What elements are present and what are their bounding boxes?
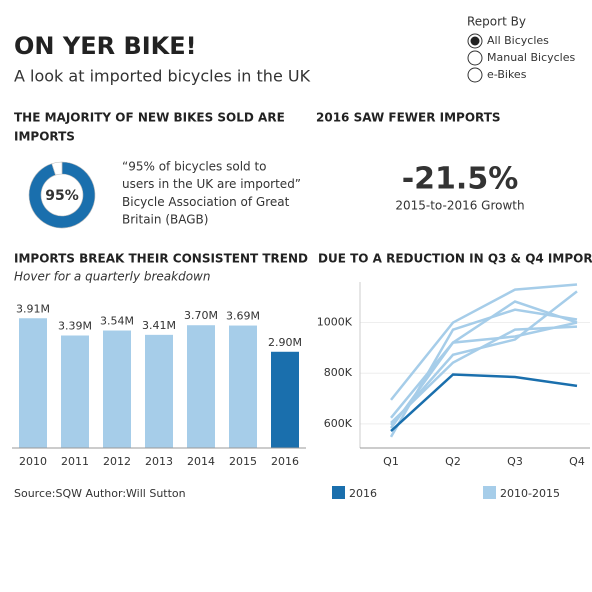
value-label: 3.69M: [226, 310, 260, 323]
y-tick-label: 800K: [324, 366, 353, 379]
x-tick-label: 2011: [61, 455, 89, 468]
value-label: 3.39M: [58, 320, 92, 333]
y-tick-label: 1000K: [317, 316, 353, 329]
quote-line: “95% of bicycles sold to: [122, 160, 267, 174]
subtitle: A look at imported bicycles in the UK: [14, 67, 311, 86]
bar[interactable]: [19, 318, 47, 448]
line-series[interactable]: [390, 325, 578, 424]
quote-line: Bicycle Association of Great: [122, 195, 290, 209]
x-tick-label: Q1: [383, 455, 399, 468]
legend-label: 2010-2015: [500, 487, 560, 500]
panel-title: 2016 SAW FEWER IMPORTS: [316, 111, 501, 125]
x-tick-label: 2010: [19, 455, 47, 468]
bar[interactable]: [61, 335, 89, 448]
quote-line: users in the UK are imported”: [122, 177, 301, 191]
x-tick-label: Q3: [507, 455, 523, 468]
x-tick-label: 2012: [103, 455, 131, 468]
bar[interactable]: [103, 330, 131, 448]
bar[interactable]: [145, 334, 173, 448]
bar[interactable]: [187, 325, 215, 448]
legend-label: 2016: [349, 487, 377, 500]
value-label: 3.41M: [142, 319, 176, 332]
bar[interactable]: [271, 351, 299, 448]
value-label: 3.70M: [184, 309, 218, 322]
line-series[interactable]: [390, 283, 578, 401]
chart-title: DUE TO A REDUCTION IN Q3 & Q4 IMPORTS: [318, 252, 592, 266]
panel-title: IMPORTS: [14, 130, 75, 144]
x-tick-label: 2014: [187, 455, 215, 468]
radio-label[interactable]: Manual Bicycles: [487, 51, 576, 64]
x-tick-label: 2016: [271, 455, 299, 468]
value-label: 2.90M: [268, 336, 302, 349]
quote-line: Britain (BAGB): [122, 213, 208, 227]
panel-title: THE MAJORITY OF NEW BIKES SOLD ARE: [14, 111, 285, 125]
chart-subtitle: Hover for a quarterly breakdown: [14, 270, 210, 284]
radio-dot: [470, 36, 480, 46]
legend-swatch: [483, 486, 496, 499]
bar[interactable]: [229, 325, 257, 448]
line-series[interactable]: [390, 373, 578, 432]
x-tick-label: 2013: [145, 455, 173, 468]
line-series[interactable]: [390, 300, 578, 419]
x-tick-label: Q4: [569, 455, 585, 468]
donut-label: 95%: [45, 188, 79, 204]
y-tick-label: 600K: [324, 417, 353, 430]
x-tick-label: Q2: [445, 455, 461, 468]
value-label: 3.54M: [100, 315, 134, 328]
radio-label[interactable]: e-Bikes: [487, 68, 527, 81]
kpi-caption: 2015-to-2016 Growth: [395, 199, 524, 213]
kpi-value: -21.5%: [402, 162, 519, 197]
control-label: Report By: [467, 15, 526, 29]
title: ON YER BIKE!: [14, 32, 197, 60]
value-label: 3.91M: [16, 302, 50, 315]
legend-swatch: [332, 486, 345, 499]
radio-button[interactable]: [467, 67, 483, 83]
radio-button[interactable]: [467, 50, 483, 66]
donut-slice: [28, 161, 96, 229]
source: Source:SQW Author:Will Sutton: [14, 487, 186, 500]
radio-label[interactable]: All Bicycles: [487, 34, 549, 47]
chart-title: IMPORTS BREAK THEIR CONSISTENT TREND: [14, 252, 308, 266]
line-series[interactable]: [389, 321, 578, 429]
x-tick-label: 2015: [229, 455, 257, 468]
donut-slice: [51, 161, 63, 176]
